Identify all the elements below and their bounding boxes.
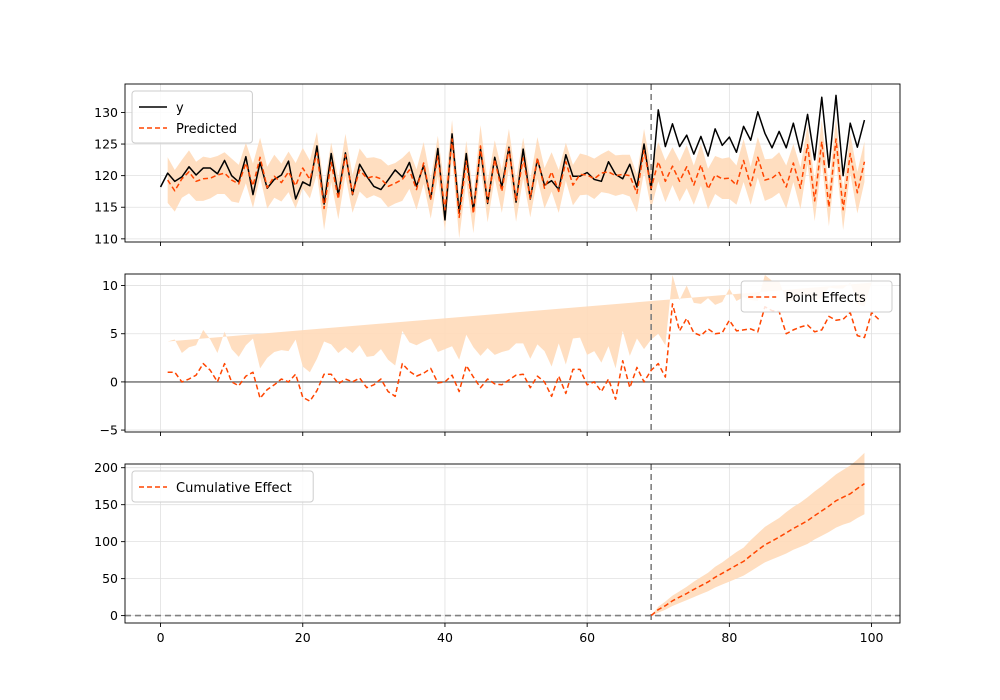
y-tick-label: 125 bbox=[94, 137, 118, 152]
y-tick-label: 0 bbox=[110, 374, 118, 389]
x-tick-label: 0 bbox=[157, 630, 165, 645]
legend-box bbox=[131, 470, 314, 503]
axes-frame bbox=[124, 83, 901, 243]
confidence-band bbox=[167, 118, 865, 239]
legend-box bbox=[131, 90, 253, 144]
y-tick-label: 110 bbox=[94, 231, 118, 246]
y-tick-label: 5 bbox=[110, 326, 118, 341]
confidence-band bbox=[651, 452, 865, 616]
legend-label: y bbox=[176, 101, 184, 116]
y-tick-label: 115 bbox=[94, 200, 118, 215]
axes-frame bbox=[124, 463, 901, 624]
y-tick-label: 200 bbox=[94, 460, 118, 475]
x-tick-label: 60 bbox=[579, 630, 595, 645]
x-tick-label: 80 bbox=[721, 630, 737, 645]
panel-observed-vs-predicted: 110 115 120 125 130 y Predicted bbox=[94, 83, 901, 246]
x-tick-label: 100 bbox=[860, 630, 884, 645]
panel-point-effects: −5 0 5 10 Point Effects bbox=[100, 273, 901, 438]
legend-label: Cumulative Effect bbox=[176, 481, 292, 496]
y-tick-label: 120 bbox=[94, 168, 118, 183]
confidence-band bbox=[167, 274, 872, 373]
series-y bbox=[159, 94, 866, 221]
y-tick-label: 50 bbox=[102, 571, 118, 586]
x-tick-label: 40 bbox=[437, 630, 453, 645]
legend-box bbox=[740, 280, 893, 313]
y-tick-label: −5 bbox=[100, 423, 118, 438]
series-predicted bbox=[167, 138, 866, 219]
y-tick-label: 100 bbox=[94, 534, 118, 549]
legend-label: Predicted bbox=[176, 122, 237, 137]
y-tick-label: 10 bbox=[102, 278, 118, 293]
y-tick-label: 130 bbox=[94, 105, 118, 120]
panel-cumulative-effect: 0 50 100 150 200 0 20 40 60 80 100 Cumulative Effec… bbox=[94, 452, 901, 645]
y-tick-label: 0 bbox=[110, 608, 118, 623]
legend-label: Point Effects bbox=[785, 291, 866, 306]
series-point-effects bbox=[167, 303, 880, 402]
y-tick-label: 150 bbox=[94, 497, 118, 512]
x-tick-label: 20 bbox=[295, 630, 311, 645]
series-cumulative-effect bbox=[650, 483, 865, 617]
axes-frame bbox=[124, 273, 901, 433]
